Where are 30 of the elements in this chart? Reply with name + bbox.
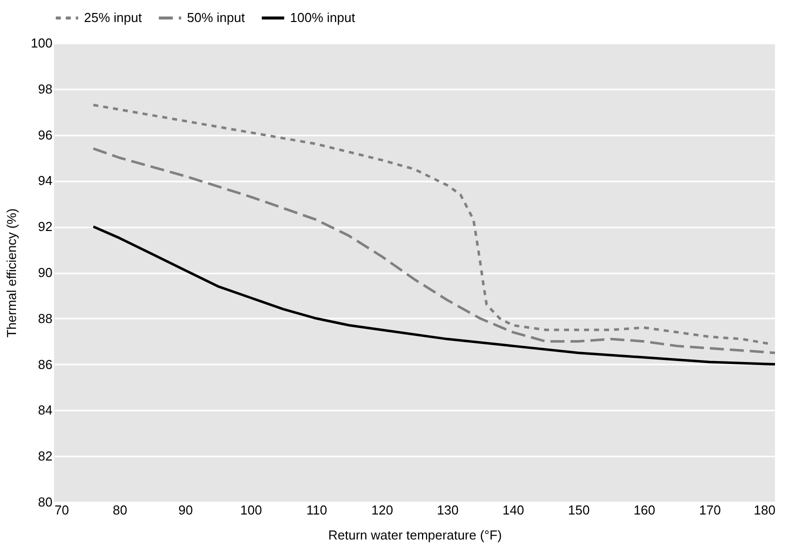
x-tick-label: 160 [634,502,656,518]
x-tick-label: 130 [436,502,459,518]
y-axis-title: Thermal efficiency (%) [4,208,19,338]
x-tick-label: 90 [178,502,193,518]
x-tick-label: 110 [306,502,328,518]
y-tick-label: 94 [38,173,52,188]
y-tick-label: 100 [30,36,52,50]
y-tick-label: 88 [38,310,52,326]
x-axis-title: Return water temperature (°F) [328,528,502,542]
y-tick-label: 96 [38,127,52,142]
line-series [92,147,776,354]
legend-label: 25% input [84,10,142,25]
y-tick-label: 90 [38,265,52,280]
line-series [92,104,770,345]
x-tick-label: 80 [112,502,128,518]
y-tick-label: 92 [38,219,52,234]
x-tick-label: 70 [54,502,69,518]
y-tick-label: 84 [38,402,52,418]
line-series [92,225,776,366]
x-tick-label: 170 [699,502,721,518]
x-tick-label: 100 [240,502,262,518]
x-tick-label: 120 [371,502,394,518]
x-tick-label: 150 [568,502,590,518]
x-tick-label: 180 [754,502,776,518]
y-tick-label: 82 [38,448,52,464]
legend-label: 100% input [290,10,356,25]
legend-label: 50% input [187,10,246,25]
y-tick-label: 98 [38,81,52,96]
x-tick-label: 140 [502,502,524,518]
y-tick-label: 86 [38,356,52,372]
